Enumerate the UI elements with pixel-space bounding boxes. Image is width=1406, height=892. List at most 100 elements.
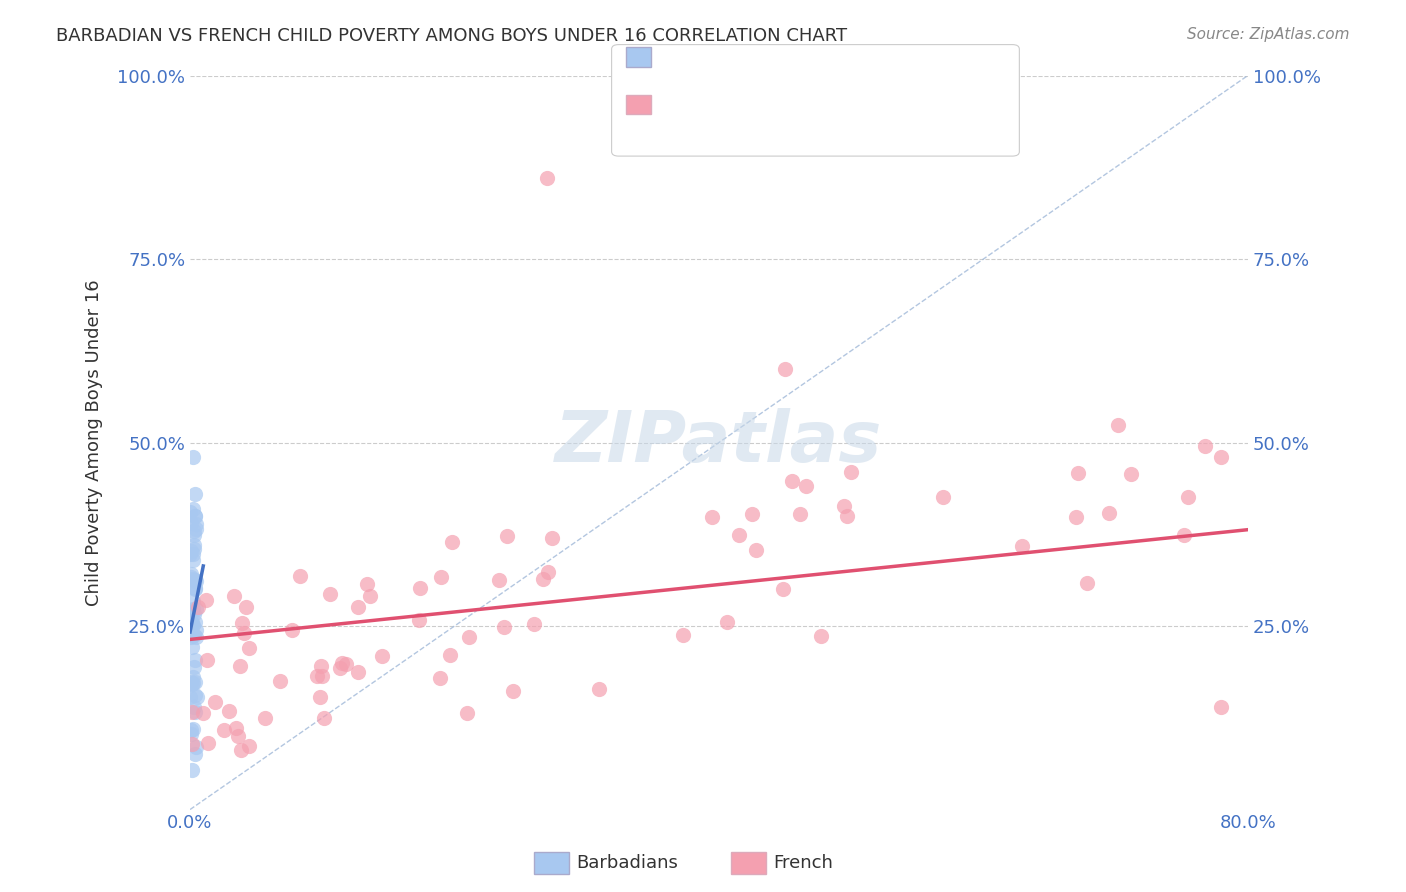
Point [839, 465, 862, 479]
Point [187, 600, 209, 615]
Point [458, 630, 481, 644]
Point [180, 675, 202, 690]
Point [181, 501, 204, 516]
Point [184, 582, 207, 596]
Point [179, 506, 201, 520]
Point [440, 535, 463, 549]
Point [183, 628, 205, 642]
Point [810, 629, 832, 643]
Point [1211, 699, 1233, 714]
Point [181, 706, 204, 720]
Point [288, 569, 311, 583]
Point [429, 671, 451, 685]
Point [184, 674, 207, 689]
Point [309, 659, 332, 673]
Point [772, 582, 794, 597]
Point [280, 623, 302, 637]
Point [195, 653, 218, 667]
Point [588, 682, 610, 697]
Point [183, 538, 205, 552]
Point [233, 626, 256, 640]
Text: Source: ZipAtlas.com: Source: ZipAtlas.com [1187, 27, 1350, 42]
Point [184, 574, 207, 589]
Point [536, 171, 558, 186]
Point [184, 739, 207, 754]
Point [183, 607, 205, 622]
Point [204, 695, 226, 709]
Point [727, 528, 749, 542]
Point [307, 669, 329, 683]
Point [218, 704, 240, 718]
Point [409, 582, 432, 596]
Point [179, 690, 201, 705]
Point [254, 711, 277, 725]
Text: 84: 84 [815, 93, 842, 112]
Point [184, 689, 207, 703]
Point [184, 630, 207, 644]
Point [1194, 439, 1216, 453]
Point [183, 527, 205, 541]
Point [181, 616, 204, 631]
Point [456, 706, 478, 720]
Point [181, 618, 204, 632]
Point [312, 711, 335, 725]
Point [183, 542, 205, 557]
Point [183, 553, 205, 567]
Text: 0.330: 0.330 [707, 93, 768, 112]
Point [1107, 417, 1129, 432]
Point [408, 613, 430, 627]
Y-axis label: Child Poverty Among Boys Under 16: Child Poverty Among Boys Under 16 [86, 279, 103, 606]
Point [773, 362, 796, 376]
Point [181, 593, 204, 607]
Point [716, 615, 738, 629]
Point [329, 661, 352, 675]
Point [180, 723, 202, 737]
Point [359, 590, 381, 604]
Point [1173, 527, 1195, 541]
Point [181, 670, 204, 684]
Point [238, 739, 260, 754]
Point [537, 565, 560, 579]
Point [356, 577, 378, 591]
Point [181, 763, 204, 777]
Point [183, 653, 205, 667]
Text: 58: 58 [815, 48, 842, 68]
Point [796, 479, 818, 493]
Point [741, 507, 763, 521]
Point [502, 684, 524, 698]
Point [181, 676, 204, 690]
Point [238, 640, 260, 655]
Point [1177, 490, 1199, 504]
Point [347, 665, 370, 680]
Point [231, 743, 253, 757]
Point [180, 631, 202, 645]
Point [222, 590, 245, 604]
Point [191, 706, 214, 720]
Point [181, 677, 204, 691]
Point [672, 627, 695, 641]
Point [231, 615, 253, 630]
Point [180, 726, 202, 740]
Point [1211, 450, 1233, 464]
Point [1011, 539, 1033, 553]
Point [226, 729, 249, 743]
Point [183, 524, 205, 538]
Text: R =  $\bf{0.125}$   N =  $\bf{58}$: R = $\bf{0.125}$ N = $\bf{58}$ [654, 48, 860, 68]
Point [235, 600, 257, 615]
Point [225, 721, 247, 735]
Text: French: French [773, 855, 834, 872]
Point [523, 617, 546, 632]
Point [186, 602, 208, 616]
Text: ZIPatlas: ZIPatlas [555, 408, 883, 477]
Point [184, 516, 207, 531]
Point [311, 669, 333, 683]
Point [183, 450, 205, 465]
Point [184, 487, 207, 501]
Point [183, 508, 205, 523]
Point [183, 722, 205, 736]
Point [184, 522, 207, 536]
Text: Barbadians: Barbadians [576, 855, 678, 872]
Point [228, 658, 250, 673]
Point [1066, 466, 1088, 480]
Point [702, 510, 724, 524]
